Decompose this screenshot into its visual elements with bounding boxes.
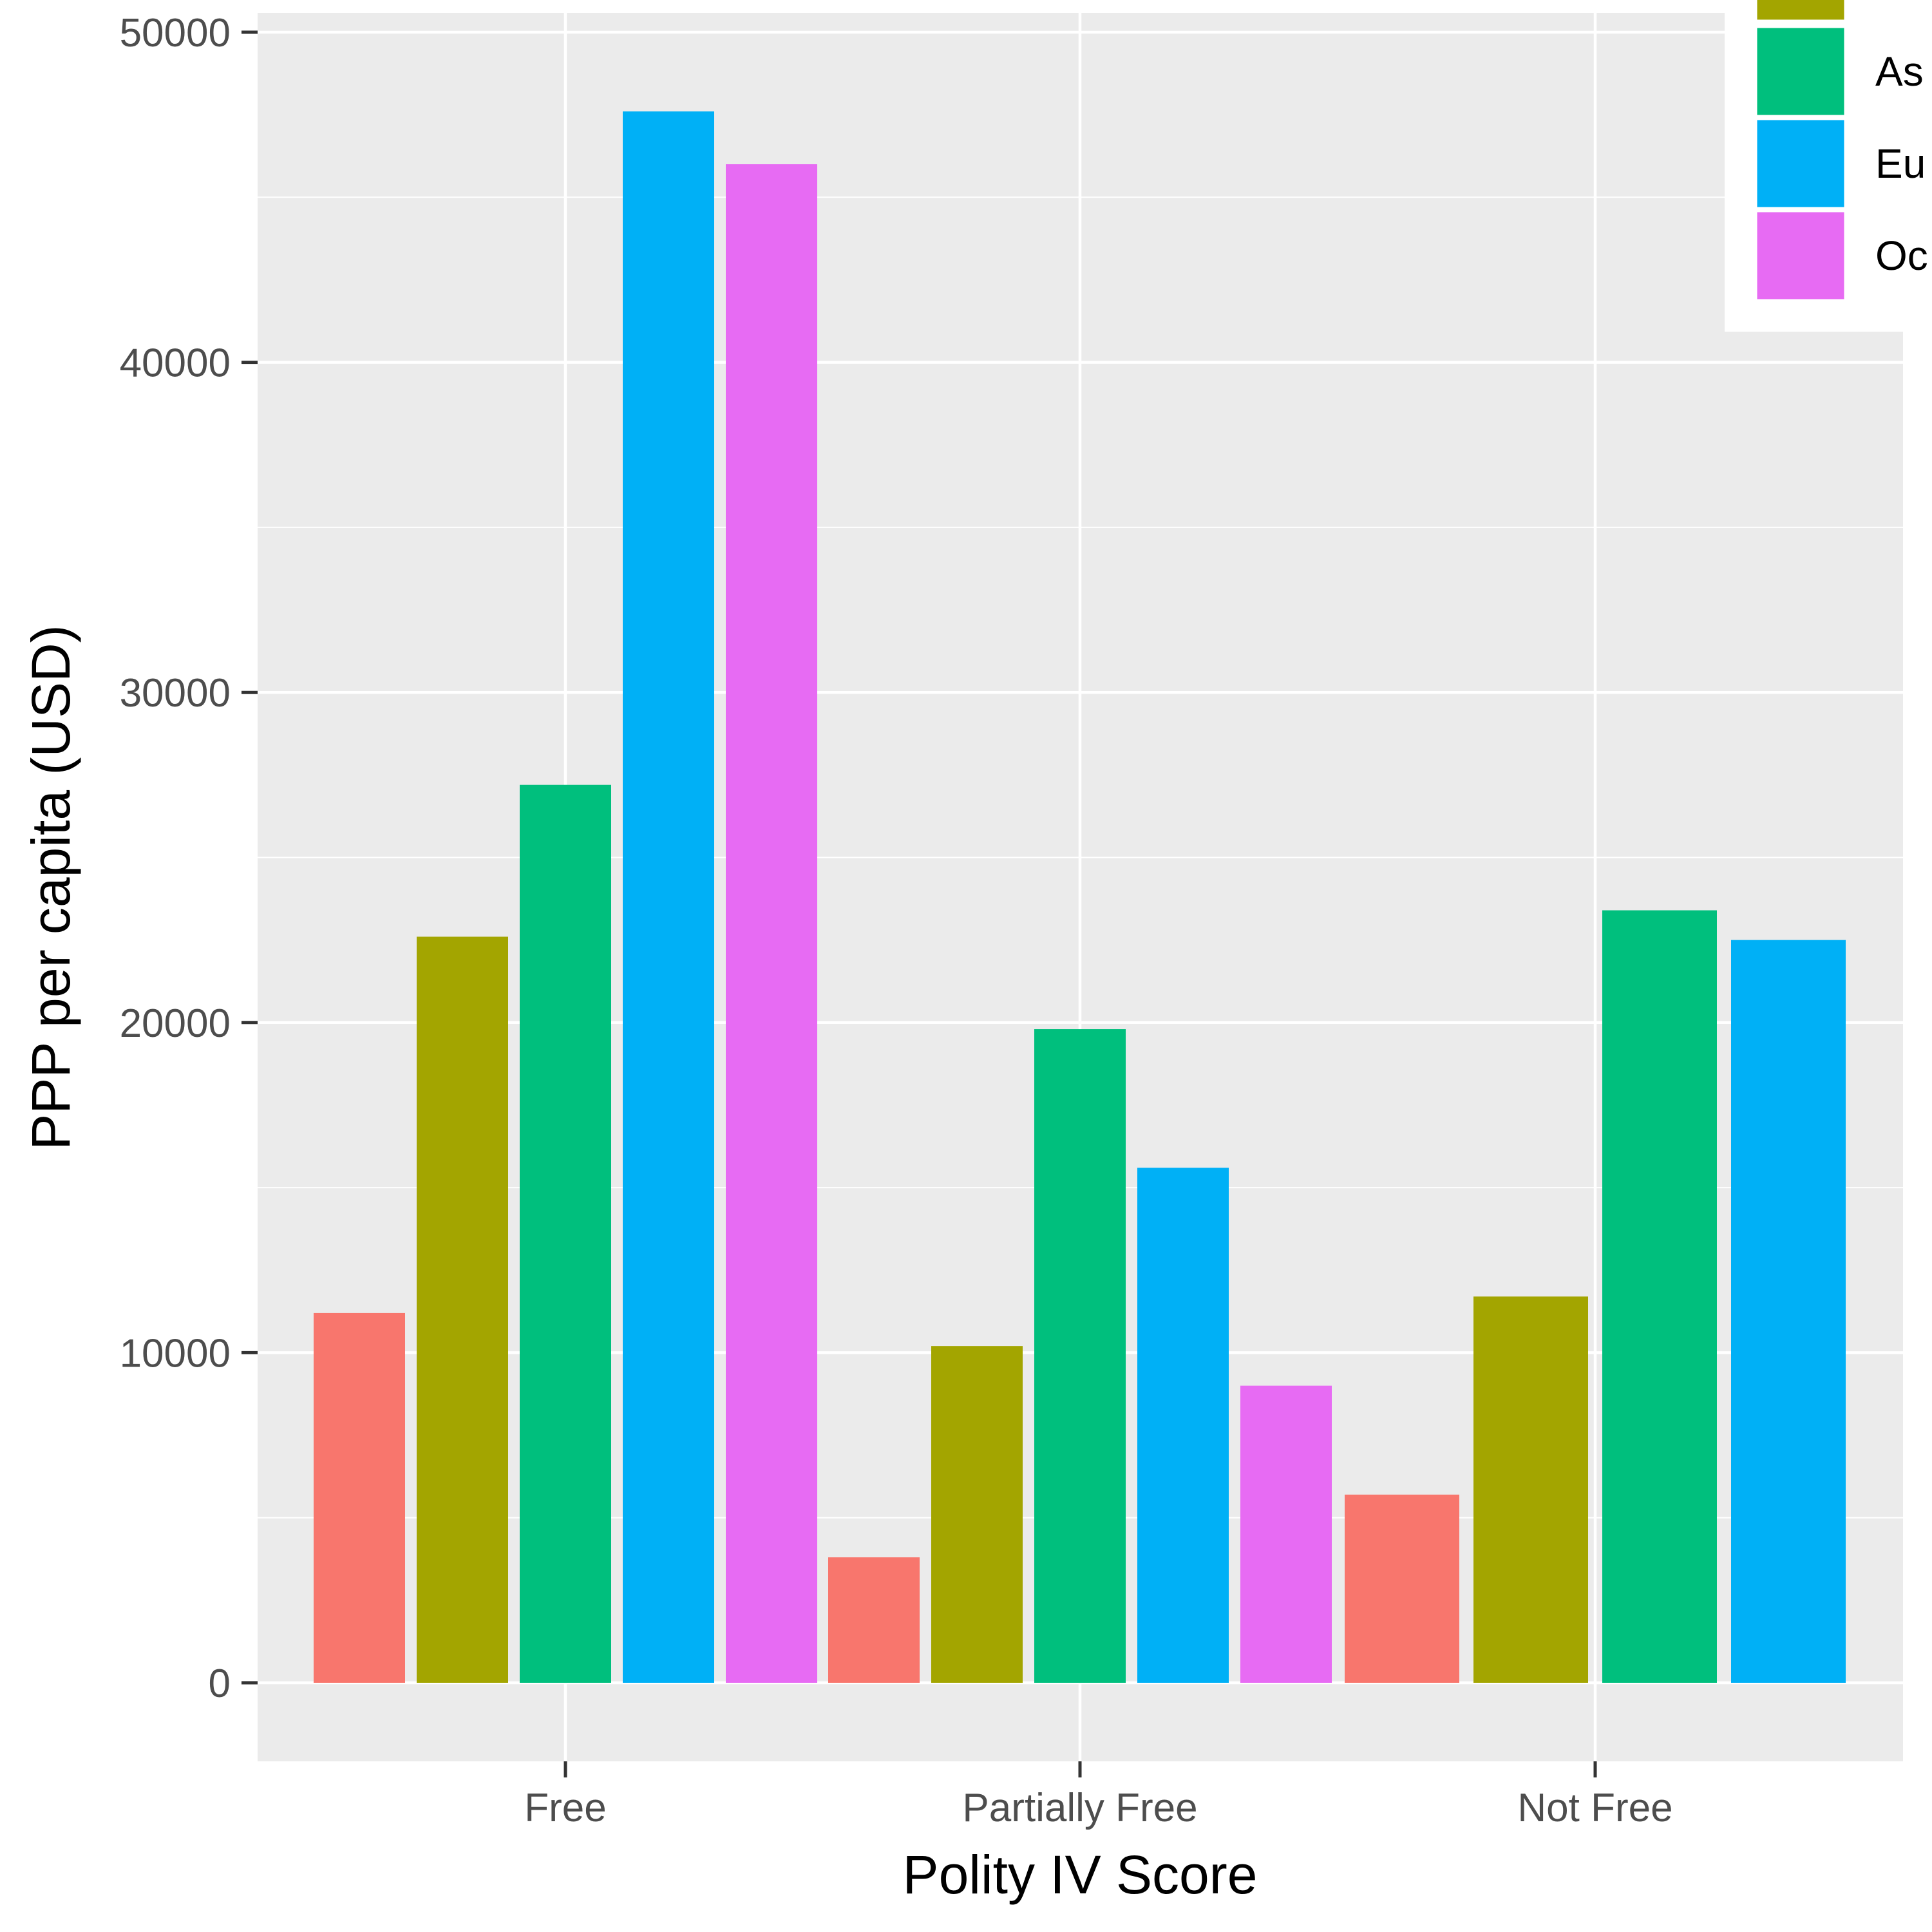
bar	[931, 1346, 1023, 1683]
y-tick-label: 20000	[120, 1001, 231, 1046]
legend-key	[1755, 0, 1846, 22]
bar	[417, 936, 508, 1683]
legend-key	[1755, 210, 1846, 301]
x-tick-label: Partially Free	[962, 1786, 1197, 1830]
x-tick-label: Not Free	[1517, 1786, 1672, 1830]
bar	[726, 164, 817, 1683]
x-axis-title: Polity IV Score	[903, 1844, 1258, 1905]
legend-key	[1755, 26, 1846, 117]
legend-key	[1755, 118, 1846, 209]
y-axis-title: PPP per capita (USD)	[21, 625, 81, 1150]
bar	[1602, 910, 1717, 1683]
bar	[1034, 1029, 1126, 1683]
y-tick-label: 50000	[120, 11, 231, 55]
bar	[1473, 1296, 1588, 1683]
bar	[314, 1312, 405, 1683]
bar	[1137, 1168, 1229, 1683]
legend-label: Eu	[1875, 140, 1926, 187]
y-axis: 0 10000 20000 30000 40000 50000	[120, 11, 258, 1706]
y-tick-label: 30000	[120, 671, 231, 715]
legend: As Eu Oc	[1725, 0, 1932, 332]
legend-label: Oc	[1875, 232, 1928, 279]
y-tick-label: 40000	[120, 341, 231, 386]
bar	[1731, 940, 1846, 1683]
y-tick-label: 10000	[120, 1331, 231, 1376]
bar	[1345, 1494, 1459, 1683]
x-tick-label: Free	[524, 1786, 606, 1830]
bars	[314, 111, 1846, 1683]
bar	[1240, 1385, 1332, 1683]
y-tick-label: 0	[209, 1662, 231, 1706]
legend-label: As	[1875, 48, 1924, 95]
x-axis: Free Partially Free Not Free	[524, 1761, 1673, 1830]
bar	[828, 1557, 920, 1683]
bar	[520, 784, 611, 1683]
bar	[623, 111, 714, 1683]
